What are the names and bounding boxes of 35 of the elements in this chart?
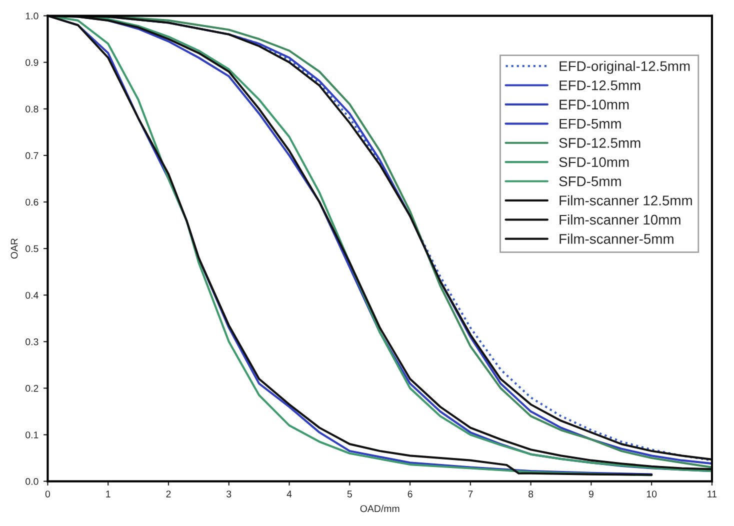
- y-tick-label: 0.5: [26, 245, 38, 252]
- y-tick-label: 0.4: [26, 292, 38, 299]
- legend-label: EFD-12.5mm: [560, 80, 640, 90]
- x-tick-label: 11: [708, 490, 717, 498]
- legend-label: Film-scanner 10mm: [560, 214, 680, 225]
- x-axis-title: OAD/mm: [360, 504, 400, 512]
- x-tick-label: 9: [588, 490, 594, 498]
- x-tick-label: 1: [106, 490, 110, 498]
- legend-label: SFD-5mm: [559, 176, 621, 186]
- y-tick-label: 1.0: [26, 12, 38, 20]
- x-tick-label: 3: [226, 490, 232, 498]
- x-tick-label: 2: [166, 490, 171, 498]
- x-tick-label: 4: [286, 490, 292, 498]
- y-tick-label: 0.7: [26, 152, 38, 160]
- legend-label: EFD-5mm: [560, 118, 621, 129]
- legend-label: Film-scanner 12.5mm: [560, 195, 692, 206]
- legend-label: SFD-10mm: [559, 157, 629, 168]
- y-tick-label: 0.8: [26, 106, 38, 112]
- x-tick-label: 5: [347, 490, 352, 498]
- y-tick-label: 0.1: [26, 431, 38, 438]
- y-tick-label: 0.2: [26, 384, 38, 392]
- x-tick-label: 6: [408, 490, 412, 498]
- y-tick-label: 0.9: [26, 59, 38, 66]
- legend-label: Film-scanner-5mm: [560, 234, 674, 244]
- legend-label: SFD-12.5mm: [559, 138, 640, 148]
- legend-label: EFD-10mm: [560, 100, 629, 110]
- y-axis-title: OAR: [10, 238, 18, 259]
- y-tick-label: 0.0: [26, 478, 38, 485]
- y-tick-label: 0.6: [26, 198, 38, 206]
- y-tick-label: 0.3: [26, 338, 38, 346]
- x-tick-label: 10: [646, 490, 657, 498]
- x-tick-label: 0: [45, 490, 50, 498]
- legend-label: EFD-original-12.5mm: [560, 60, 690, 74]
- x-tick-label: 7: [468, 490, 473, 498]
- x-tick-label: 8: [528, 490, 534, 498]
